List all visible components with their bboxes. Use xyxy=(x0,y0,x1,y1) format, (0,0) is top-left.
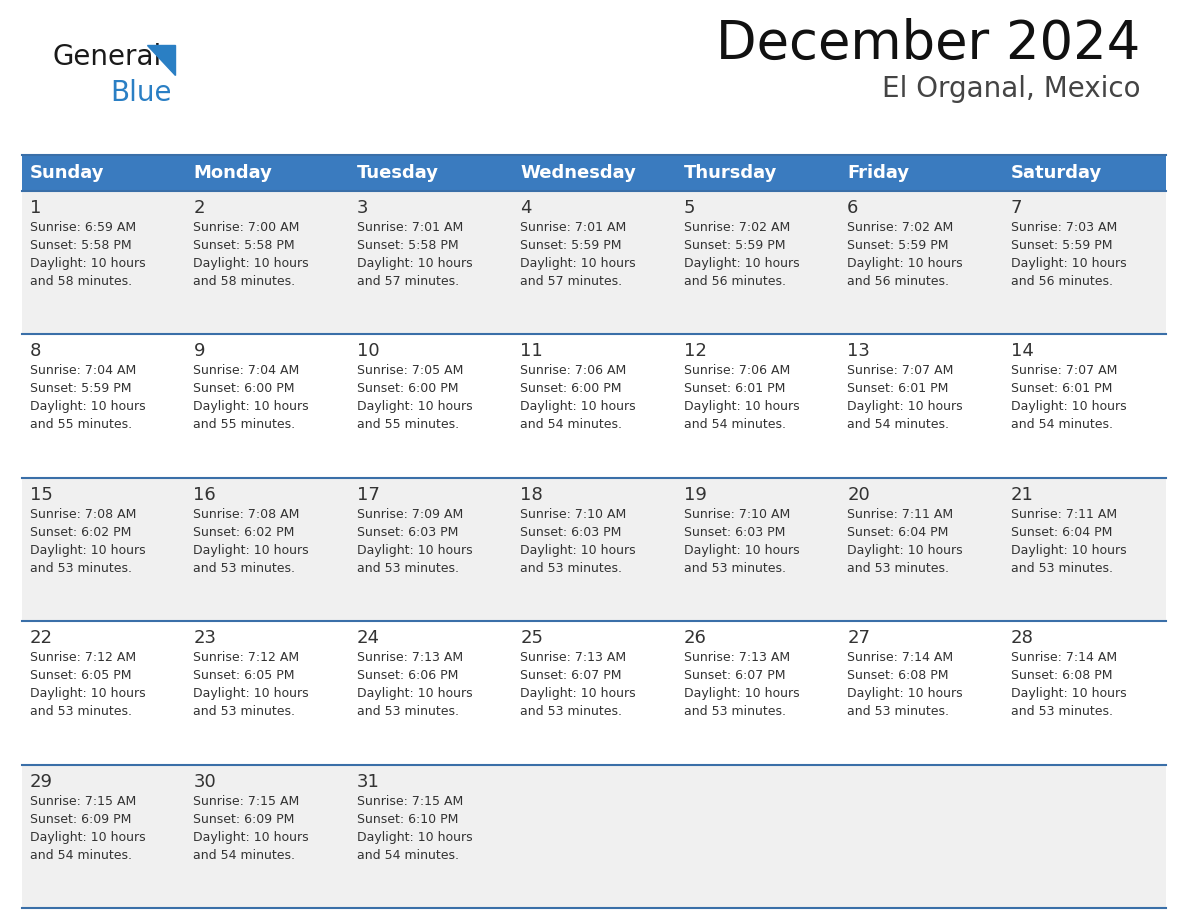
Text: 8: 8 xyxy=(30,342,42,361)
Text: 14: 14 xyxy=(1011,342,1034,361)
Polygon shape xyxy=(147,45,175,75)
Text: 22: 22 xyxy=(30,629,53,647)
Text: 5: 5 xyxy=(684,199,695,217)
Text: 26: 26 xyxy=(684,629,707,647)
Text: Sunrise: 7:11 AM
Sunset: 6:04 PM
Daylight: 10 hours
and 53 minutes.: Sunrise: 7:11 AM Sunset: 6:04 PM Dayligh… xyxy=(847,508,962,575)
Text: Sunday: Sunday xyxy=(30,164,105,182)
Text: Sunrise: 7:06 AM
Sunset: 6:01 PM
Daylight: 10 hours
and 54 minutes.: Sunrise: 7:06 AM Sunset: 6:01 PM Dayligh… xyxy=(684,364,800,431)
Text: El Organal, Mexico: El Organal, Mexico xyxy=(881,75,1140,103)
Text: Sunrise: 7:07 AM
Sunset: 6:01 PM
Daylight: 10 hours
and 54 minutes.: Sunrise: 7:07 AM Sunset: 6:01 PM Dayligh… xyxy=(1011,364,1126,431)
Text: 24: 24 xyxy=(356,629,380,647)
Text: Wednesday: Wednesday xyxy=(520,164,636,182)
Text: 7: 7 xyxy=(1011,199,1022,217)
Text: 15: 15 xyxy=(30,486,53,504)
Text: 9: 9 xyxy=(194,342,204,361)
Text: 13: 13 xyxy=(847,342,870,361)
Text: 6: 6 xyxy=(847,199,859,217)
Text: Sunrise: 6:59 AM
Sunset: 5:58 PM
Daylight: 10 hours
and 58 minutes.: Sunrise: 6:59 AM Sunset: 5:58 PM Dayligh… xyxy=(30,221,146,288)
Text: 4: 4 xyxy=(520,199,532,217)
Text: 23: 23 xyxy=(194,629,216,647)
Bar xyxy=(23,334,1165,477)
Text: Sunrise: 7:14 AM
Sunset: 6:08 PM
Daylight: 10 hours
and 53 minutes.: Sunrise: 7:14 AM Sunset: 6:08 PM Dayligh… xyxy=(1011,651,1126,718)
Text: 27: 27 xyxy=(847,629,870,647)
Text: 17: 17 xyxy=(356,486,380,504)
Text: 19: 19 xyxy=(684,486,707,504)
Text: Blue: Blue xyxy=(110,79,171,107)
Text: Sunrise: 7:12 AM
Sunset: 6:05 PM
Daylight: 10 hours
and 53 minutes.: Sunrise: 7:12 AM Sunset: 6:05 PM Dayligh… xyxy=(194,651,309,718)
Text: General: General xyxy=(52,43,162,71)
Text: 12: 12 xyxy=(684,342,707,361)
Text: Sunrise: 7:07 AM
Sunset: 6:01 PM
Daylight: 10 hours
and 54 minutes.: Sunrise: 7:07 AM Sunset: 6:01 PM Dayligh… xyxy=(847,364,962,431)
Text: Sunrise: 7:06 AM
Sunset: 6:00 PM
Daylight: 10 hours
and 54 minutes.: Sunrise: 7:06 AM Sunset: 6:00 PM Dayligh… xyxy=(520,364,636,431)
Bar xyxy=(23,477,1165,621)
Text: Sunrise: 7:03 AM
Sunset: 5:59 PM
Daylight: 10 hours
and 56 minutes.: Sunrise: 7:03 AM Sunset: 5:59 PM Dayligh… xyxy=(1011,221,1126,288)
Text: 3: 3 xyxy=(356,199,368,217)
Text: 30: 30 xyxy=(194,773,216,790)
Text: Sunrise: 7:08 AM
Sunset: 6:02 PM
Daylight: 10 hours
and 53 minutes.: Sunrise: 7:08 AM Sunset: 6:02 PM Dayligh… xyxy=(194,508,309,575)
Text: Sunrise: 7:04 AM
Sunset: 6:00 PM
Daylight: 10 hours
and 55 minutes.: Sunrise: 7:04 AM Sunset: 6:00 PM Dayligh… xyxy=(194,364,309,431)
Text: Sunrise: 7:02 AM
Sunset: 5:59 PM
Daylight: 10 hours
and 56 minutes.: Sunrise: 7:02 AM Sunset: 5:59 PM Dayligh… xyxy=(684,221,800,288)
Text: Sunrise: 7:15 AM
Sunset: 6:10 PM
Daylight: 10 hours
and 54 minutes.: Sunrise: 7:15 AM Sunset: 6:10 PM Dayligh… xyxy=(356,795,473,862)
Text: Thursday: Thursday xyxy=(684,164,777,182)
Bar xyxy=(23,155,1165,191)
Text: Monday: Monday xyxy=(194,164,272,182)
Bar xyxy=(23,191,1165,334)
Bar xyxy=(23,621,1165,765)
Text: 10: 10 xyxy=(356,342,379,361)
Text: Saturday: Saturday xyxy=(1011,164,1101,182)
Text: Sunrise: 7:02 AM
Sunset: 5:59 PM
Daylight: 10 hours
and 56 minutes.: Sunrise: 7:02 AM Sunset: 5:59 PM Dayligh… xyxy=(847,221,962,288)
Text: Sunrise: 7:13 AM
Sunset: 6:06 PM
Daylight: 10 hours
and 53 minutes.: Sunrise: 7:13 AM Sunset: 6:06 PM Dayligh… xyxy=(356,651,473,718)
Text: Sunrise: 7:01 AM
Sunset: 5:59 PM
Daylight: 10 hours
and 57 minutes.: Sunrise: 7:01 AM Sunset: 5:59 PM Dayligh… xyxy=(520,221,636,288)
Text: 25: 25 xyxy=(520,629,543,647)
Text: 18: 18 xyxy=(520,486,543,504)
Text: 21: 21 xyxy=(1011,486,1034,504)
Text: 29: 29 xyxy=(30,773,53,790)
Text: December 2024: December 2024 xyxy=(715,18,1140,70)
Text: 16: 16 xyxy=(194,486,216,504)
Text: Sunrise: 7:00 AM
Sunset: 5:58 PM
Daylight: 10 hours
and 58 minutes.: Sunrise: 7:00 AM Sunset: 5:58 PM Dayligh… xyxy=(194,221,309,288)
Text: Sunrise: 7:10 AM
Sunset: 6:03 PM
Daylight: 10 hours
and 53 minutes.: Sunrise: 7:10 AM Sunset: 6:03 PM Dayligh… xyxy=(520,508,636,575)
Text: Sunrise: 7:11 AM
Sunset: 6:04 PM
Daylight: 10 hours
and 53 minutes.: Sunrise: 7:11 AM Sunset: 6:04 PM Dayligh… xyxy=(1011,508,1126,575)
Text: 20: 20 xyxy=(847,486,870,504)
Text: Sunrise: 7:04 AM
Sunset: 5:59 PM
Daylight: 10 hours
and 55 minutes.: Sunrise: 7:04 AM Sunset: 5:59 PM Dayligh… xyxy=(30,364,146,431)
Text: Sunrise: 7:05 AM
Sunset: 6:00 PM
Daylight: 10 hours
and 55 minutes.: Sunrise: 7:05 AM Sunset: 6:00 PM Dayligh… xyxy=(356,364,473,431)
Bar xyxy=(23,765,1165,908)
Text: Friday: Friday xyxy=(847,164,909,182)
Text: Sunrise: 7:09 AM
Sunset: 6:03 PM
Daylight: 10 hours
and 53 minutes.: Sunrise: 7:09 AM Sunset: 6:03 PM Dayligh… xyxy=(356,508,473,575)
Text: Sunrise: 7:08 AM
Sunset: 6:02 PM
Daylight: 10 hours
and 53 minutes.: Sunrise: 7:08 AM Sunset: 6:02 PM Dayligh… xyxy=(30,508,146,575)
Text: Tuesday: Tuesday xyxy=(356,164,438,182)
Text: Sunrise: 7:10 AM
Sunset: 6:03 PM
Daylight: 10 hours
and 53 minutes.: Sunrise: 7:10 AM Sunset: 6:03 PM Dayligh… xyxy=(684,508,800,575)
Text: Sunrise: 7:12 AM
Sunset: 6:05 PM
Daylight: 10 hours
and 53 minutes.: Sunrise: 7:12 AM Sunset: 6:05 PM Dayligh… xyxy=(30,651,146,718)
Text: 2: 2 xyxy=(194,199,204,217)
Text: 11: 11 xyxy=(520,342,543,361)
Text: Sunrise: 7:15 AM
Sunset: 6:09 PM
Daylight: 10 hours
and 54 minutes.: Sunrise: 7:15 AM Sunset: 6:09 PM Dayligh… xyxy=(30,795,146,862)
Text: Sunrise: 7:13 AM
Sunset: 6:07 PM
Daylight: 10 hours
and 53 minutes.: Sunrise: 7:13 AM Sunset: 6:07 PM Dayligh… xyxy=(684,651,800,718)
Text: Sunrise: 7:01 AM
Sunset: 5:58 PM
Daylight: 10 hours
and 57 minutes.: Sunrise: 7:01 AM Sunset: 5:58 PM Dayligh… xyxy=(356,221,473,288)
Text: Sunrise: 7:15 AM
Sunset: 6:09 PM
Daylight: 10 hours
and 54 minutes.: Sunrise: 7:15 AM Sunset: 6:09 PM Dayligh… xyxy=(194,795,309,862)
Text: 28: 28 xyxy=(1011,629,1034,647)
Text: Sunrise: 7:14 AM
Sunset: 6:08 PM
Daylight: 10 hours
and 53 minutes.: Sunrise: 7:14 AM Sunset: 6:08 PM Dayligh… xyxy=(847,651,962,718)
Text: 1: 1 xyxy=(30,199,42,217)
Text: 31: 31 xyxy=(356,773,380,790)
Text: Sunrise: 7:13 AM
Sunset: 6:07 PM
Daylight: 10 hours
and 53 minutes.: Sunrise: 7:13 AM Sunset: 6:07 PM Dayligh… xyxy=(520,651,636,718)
